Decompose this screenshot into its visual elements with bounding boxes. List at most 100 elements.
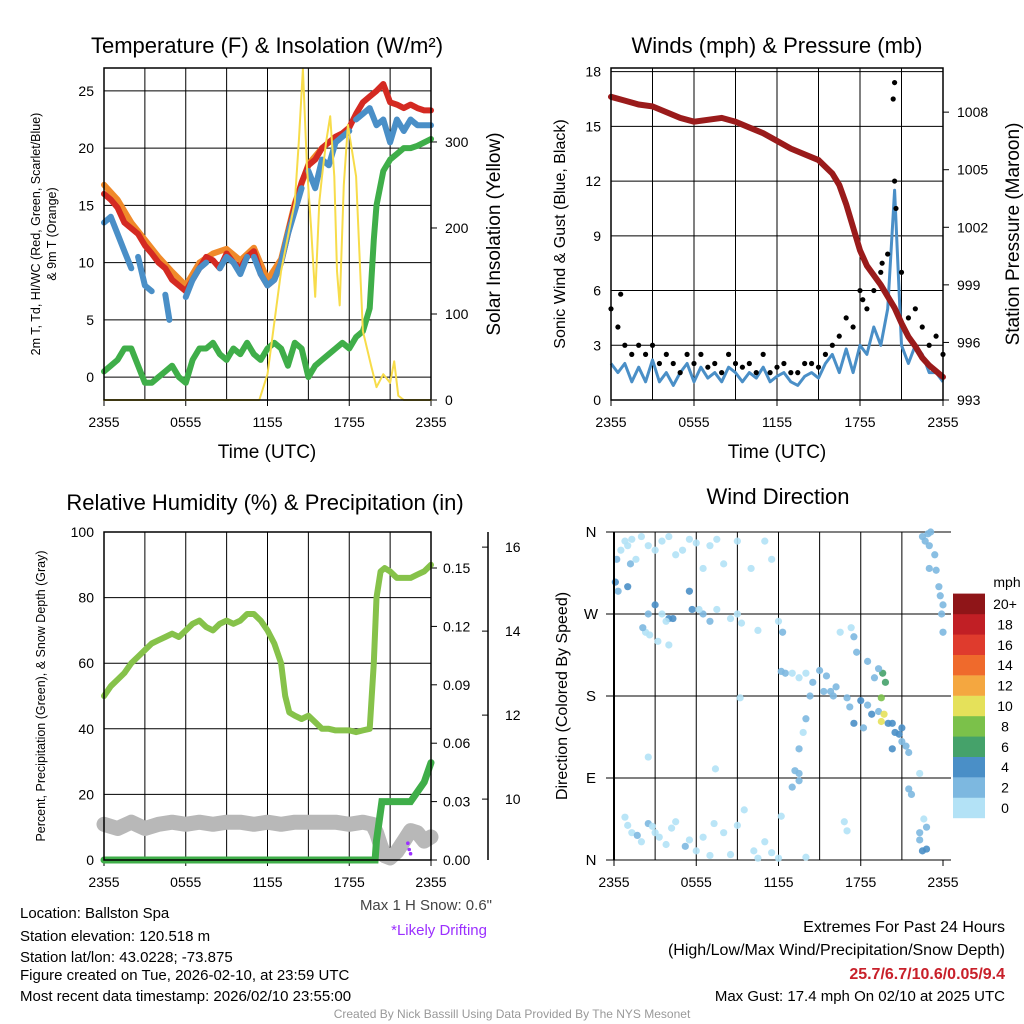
y-tick-label: 12 xyxy=(585,173,601,189)
series-line-snow-depth xyxy=(96,814,439,866)
colorbar-label: 18 xyxy=(997,616,1013,632)
y-tick-label: 0 xyxy=(86,369,94,385)
gust-point xyxy=(746,360,752,367)
direction-point xyxy=(888,745,896,753)
gust-point xyxy=(850,324,856,330)
x-tick-label: 1755 xyxy=(334,414,365,430)
colorbar-swatch xyxy=(953,634,985,655)
gust-point xyxy=(725,351,732,357)
direction-point xyxy=(713,605,721,614)
colorbar-swatch xyxy=(953,675,985,696)
direction-point xyxy=(639,624,647,632)
max-hourly-snow-note: Max 1 H Snow: 0.6" xyxy=(359,897,492,914)
direction-point xyxy=(651,601,659,609)
plot-frame xyxy=(610,67,944,401)
direction-point xyxy=(840,818,848,826)
gust-point xyxy=(767,370,773,376)
panel-2 xyxy=(96,531,489,866)
gust-point xyxy=(893,205,899,212)
station-latlon: Station lat/lon: 43.0228; -73.875 xyxy=(20,949,233,966)
direction-point xyxy=(820,687,828,696)
colorbar-label: 14 xyxy=(997,657,1013,673)
colorbar-label: 0 xyxy=(1001,800,1009,816)
direction-tick-label: N xyxy=(586,524,597,541)
direction-point xyxy=(624,821,632,829)
direction-point xyxy=(843,827,851,835)
colorbar-swatch xyxy=(953,736,985,757)
direction-tick-label: E xyxy=(586,770,596,787)
direction-point xyxy=(850,633,858,641)
y2-axis-label: Solar Insolation (Yellow) xyxy=(484,132,505,335)
direction-point xyxy=(624,583,632,591)
x-axis-label: Time (UTC) xyxy=(218,442,317,463)
y-axis-label: 2m T, Td, HI/WC (Red, Green, Scarlet/Blu… xyxy=(29,113,43,356)
direction-point xyxy=(633,831,641,840)
gust-point xyxy=(788,370,794,376)
direction-point xyxy=(695,605,703,614)
x-tick-label: 2355 xyxy=(88,874,119,890)
gust-point xyxy=(739,364,746,370)
y-tick-label: 0 xyxy=(593,392,601,408)
y-tick-label: 6 xyxy=(593,283,601,299)
gust-point xyxy=(857,287,863,294)
direction-point xyxy=(665,641,673,649)
colorbar-unit: mph xyxy=(993,574,1020,590)
gust-point xyxy=(663,351,669,357)
direction-point xyxy=(706,617,714,625)
direction-point xyxy=(877,717,885,726)
panel-0 xyxy=(101,67,437,406)
gust-point xyxy=(926,342,932,348)
colorbar-label: 8 xyxy=(1001,718,1009,734)
colorbar-swatch xyxy=(953,614,985,635)
latest-timestamp: Most recent data timestamp: 2026/02/10 2… xyxy=(20,988,352,1005)
gust-point xyxy=(829,342,835,348)
direction-point xyxy=(688,605,696,614)
direction-point xyxy=(795,745,803,753)
direction-point xyxy=(920,815,928,823)
series-line-hi-wc xyxy=(101,105,434,323)
direction-point xyxy=(836,628,844,636)
direction-point xyxy=(905,785,913,793)
footer-credit: Created By Nick Bassill Using Data Provi… xyxy=(333,1007,691,1021)
gust-point xyxy=(781,360,787,367)
colorbar-label: 6 xyxy=(1001,739,1009,755)
direction-point xyxy=(931,551,939,559)
extremes-legend: (High/Low/Max Wind/Precipitation/Snow De… xyxy=(667,942,1005,959)
gust-point xyxy=(871,287,877,294)
series-line-solar-insolation xyxy=(103,67,432,401)
direction-point xyxy=(672,551,680,559)
direction-point xyxy=(621,813,629,821)
figure-created: Figure created on Tue, 2026-02-10, at 23… xyxy=(20,967,350,984)
colorbar-label: 10 xyxy=(997,698,1013,714)
precip-tick-label: 0.15 xyxy=(443,560,470,576)
series-line-pressure xyxy=(608,93,946,380)
y2-tick-label: 100 xyxy=(445,306,469,322)
x-tick-label: 1155 xyxy=(762,414,792,430)
chart-title: Temperature (F) & Insolation (W/m²) xyxy=(91,33,443,58)
x-tick-label: 1755 xyxy=(844,414,875,430)
direction-point xyxy=(626,560,635,568)
station-location: Location: Ballston Spa xyxy=(20,905,170,922)
colorbar-label: 16 xyxy=(997,637,1013,653)
direction-point xyxy=(648,822,656,830)
x-tick-label: 2355 xyxy=(88,414,119,430)
direction-point xyxy=(795,777,803,785)
y2-tick-label: 200 xyxy=(445,220,469,236)
colorbar-label: 12 xyxy=(997,678,1013,694)
x-tick-label: 2355 xyxy=(598,874,629,890)
series-line-rh xyxy=(101,561,434,736)
direction-point xyxy=(880,710,888,718)
gust-point xyxy=(815,364,822,370)
y-axis-label-line2: & 9m T (Orange) xyxy=(45,187,59,280)
gust-point xyxy=(677,370,683,376)
extremes-values: 25.7/6.7/10.6/0.05/9.4 xyxy=(849,966,1005,983)
x-tick-label: 1155 xyxy=(763,874,793,890)
chart-title: Winds (mph) & Pressure (mb) xyxy=(632,33,923,58)
x-tick-label: 1155 xyxy=(252,874,282,890)
gust-point xyxy=(891,178,898,184)
gust-point xyxy=(656,360,663,367)
gust-point xyxy=(860,297,866,303)
gust-point xyxy=(898,269,905,275)
gust-point xyxy=(933,333,939,339)
